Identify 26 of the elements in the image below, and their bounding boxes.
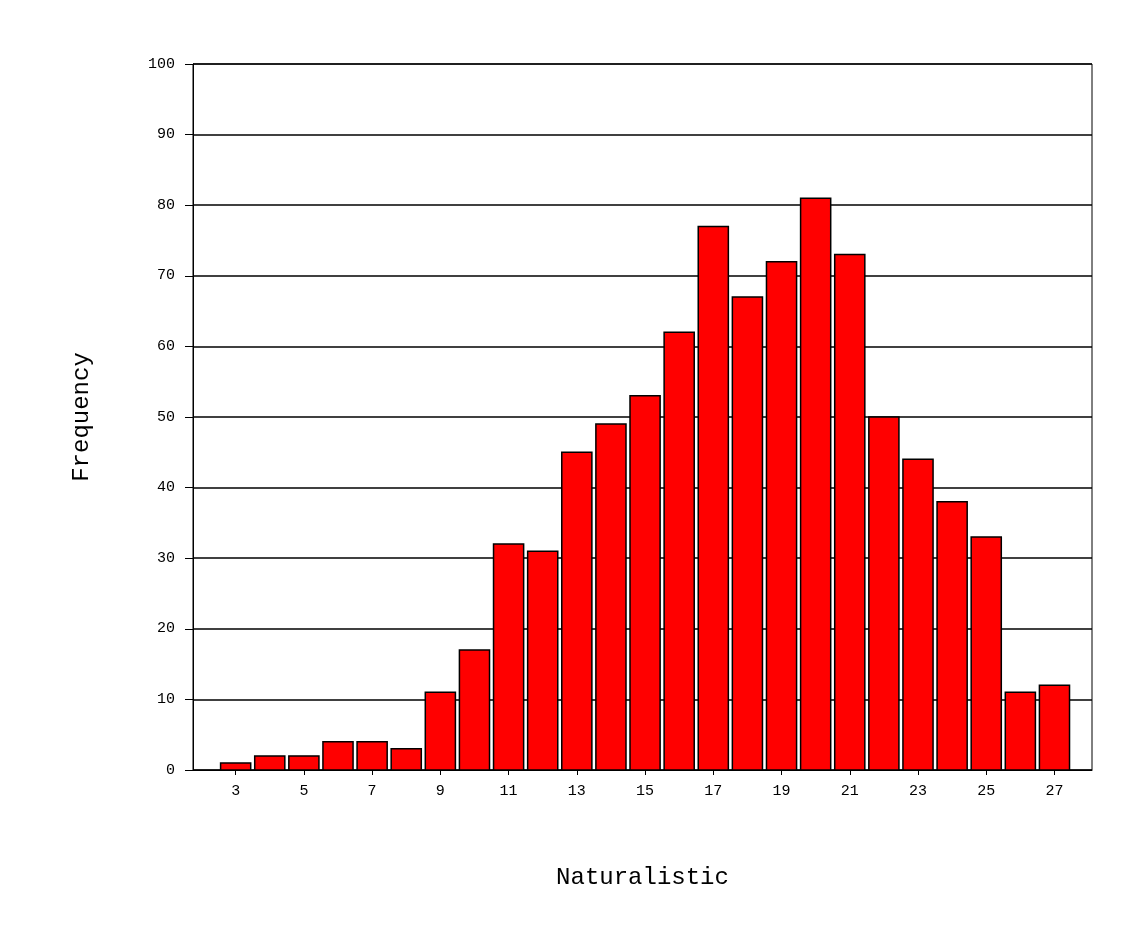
y-tick-label: 20 [156,620,175,638]
y-tick-label: 70 [156,267,175,285]
x-tick-label: 3 [231,783,241,800]
x-tick-label: 21 [840,783,859,800]
y-tick-label: 60 [156,337,175,355]
x-tick-label: 23 [908,783,928,800]
y-tick-label: 0 [165,761,175,779]
y-tick-label: 10 [156,690,175,708]
x-tick-label: 5 [299,783,309,800]
y-tick-label: 90 [156,126,175,144]
y-tick-label: 50 [156,408,175,426]
x-tick-label: 9 [435,783,445,800]
y-tick-label: 30 [156,549,175,567]
y-tick-label: 40 [156,479,175,497]
x-axis-title: Naturalistic [556,863,729,891]
x-tick-label: 19 [772,783,791,800]
y-tick-label: 100 [147,55,175,73]
x-tick-label: 13 [567,783,586,800]
x-tick-label: 27 [1045,783,1064,800]
x-tick-label: 25 [977,783,996,800]
x-tick-label: 7 [367,783,377,800]
x-tick-label: 15 [636,783,655,800]
y-tick-label: 80 [156,196,175,214]
x-tick-label: 11 [499,783,518,800]
y-axis-title: Frequency [67,352,95,482]
x-tick-label: 17 [704,783,723,800]
